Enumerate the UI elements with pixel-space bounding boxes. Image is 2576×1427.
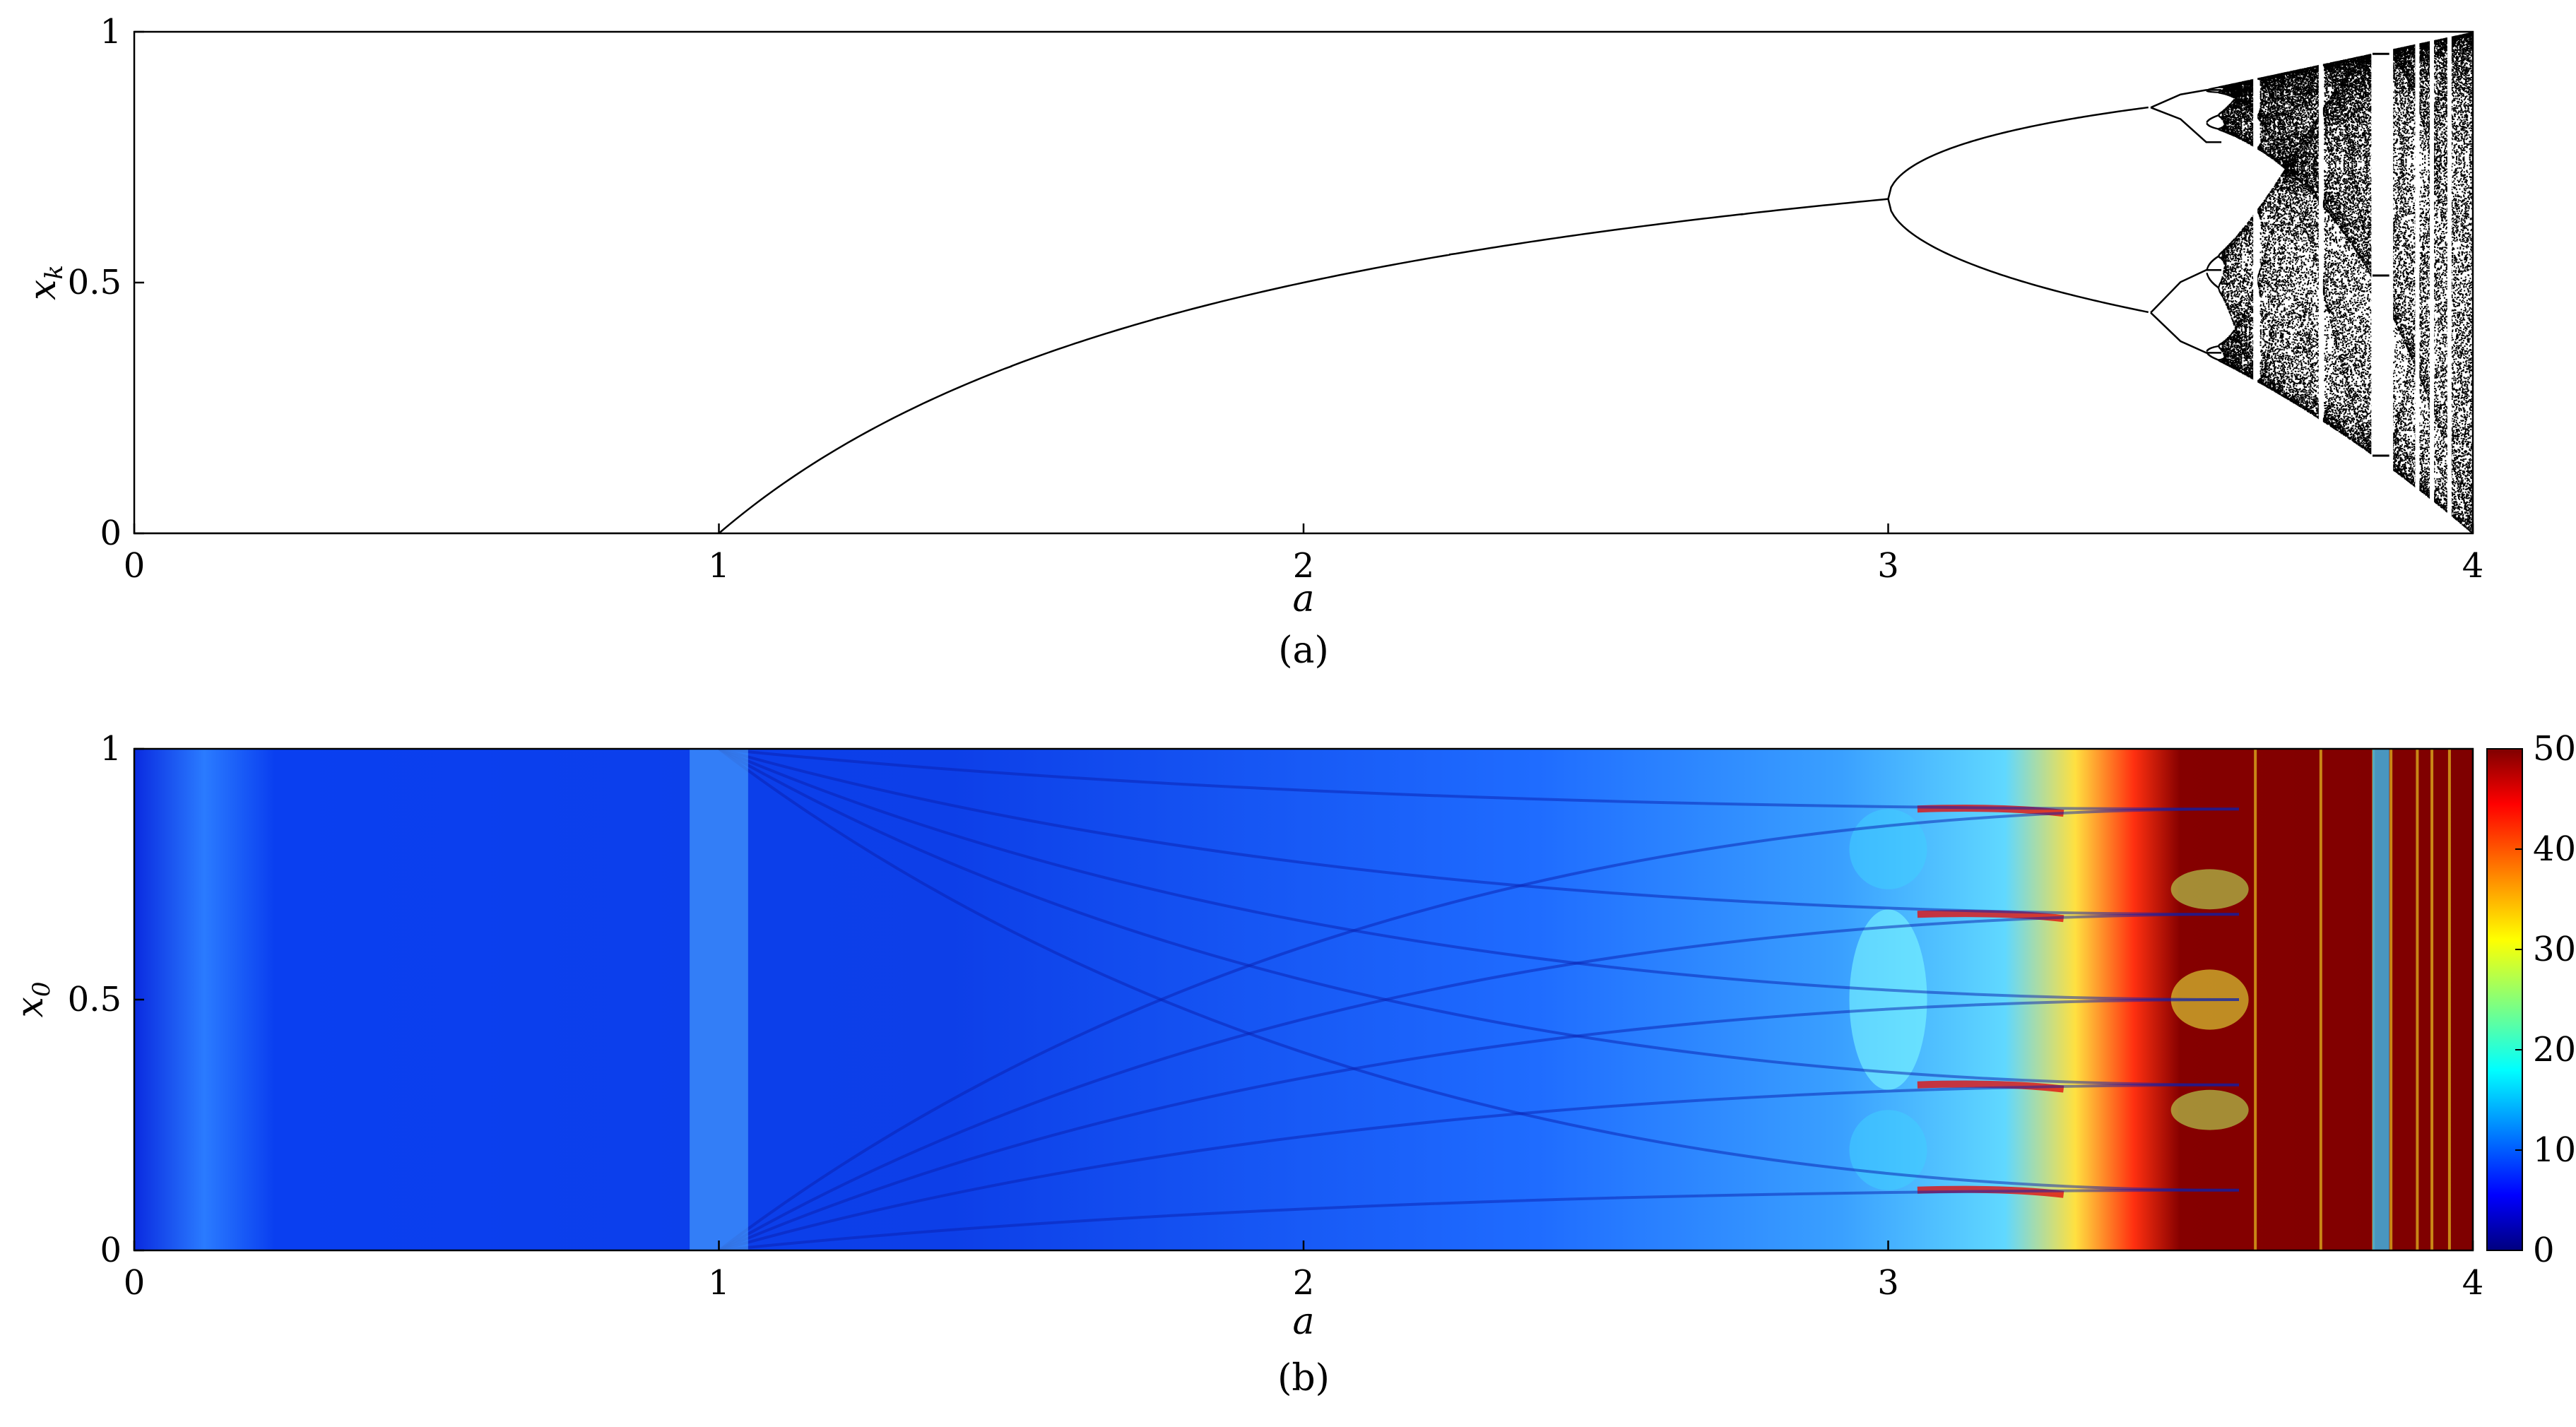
y-axis-a: 00.51 <box>68 12 144 553</box>
periodic-window-gap <box>2389 32 2394 533</box>
heatmap-ridge <box>718 749 2240 1086</box>
colorbar-tick-label: 20 <box>2533 1030 2576 1070</box>
heatmap-lobe <box>1849 1110 1927 1190</box>
x-axis-label-b: a <box>1292 1301 1314 1343</box>
heatmap-ridge <box>719 749 2240 811</box>
period-4-branch <box>2150 269 2222 314</box>
y-tick-label-b: 0 <box>100 1231 122 1270</box>
colorbar-tick-label: 0 <box>2533 1231 2555 1270</box>
heatmap-ridge <box>718 807 2240 1250</box>
colorbar-scale <box>2486 748 2523 1251</box>
y-tick-label-a: 0.5 <box>68 263 122 302</box>
heatmap-field <box>134 749 2473 1250</box>
heatmap-window-line <box>2416 749 2419 1250</box>
heatmap-window-line <box>2389 749 2393 1250</box>
caption-a: (a) <box>1278 629 1329 672</box>
heatmap-window-line <box>2430 749 2434 1250</box>
periodic-window-gap <box>2430 32 2435 533</box>
periodic-window-gap <box>2253 32 2258 533</box>
heatmap-band <box>690 749 748 1250</box>
heatmap-lobe <box>2170 869 2249 910</box>
period3-window-gap <box>2373 32 2389 533</box>
x-tick-label-a: 4 <box>2462 546 2484 586</box>
periodic-window-gap <box>2447 32 2452 533</box>
colorbar-tick-label: 40 <box>2533 829 2576 869</box>
y-tick-label-a: 0 <box>100 514 122 553</box>
heatmap-lobe <box>2170 1089 2249 1130</box>
x-tick-label-b: 0 <box>124 1263 146 1303</box>
x-tick-label-b: 1 <box>708 1263 730 1303</box>
heatmap-ridge <box>718 749 2240 1192</box>
y-tick-label-a: 1 <box>100 12 122 52</box>
x-tick-label-a: 0 <box>124 546 146 586</box>
periodic-window-gap <box>2318 32 2323 533</box>
heatmap-window-line <box>2319 749 2322 1250</box>
heatmap-lobe <box>1849 909 1927 1090</box>
colorbar-tick-label: 30 <box>2533 930 2576 969</box>
x-axis-label-a: a <box>1292 578 1314 620</box>
colorbar: 0 10 20 30 40 50 <box>2486 729 2576 1270</box>
heatmap-ridge <box>718 749 2240 916</box>
heatmap-ridge <box>719 1188 2240 1250</box>
colorbar-tick-label: 50 <box>2533 729 2576 769</box>
heatmap-window-line <box>2254 749 2257 1250</box>
period-2-branch-upper <box>1887 106 2149 199</box>
heatmap-ridge <box>718 913 2240 1250</box>
x-axis-a: 0 1 2 3 4 <box>124 523 2484 586</box>
heatmap-window-line <box>2447 749 2451 1250</box>
bifurcation-branches <box>134 89 2222 533</box>
y-tick-label-b: 1 <box>100 729 122 769</box>
chaotic-band <box>2206 32 2473 533</box>
x-tick-label-b: 3 <box>1877 1263 1899 1303</box>
heatmap-structures <box>690 749 2451 1250</box>
period-1-branch <box>134 198 1889 533</box>
colorbar-ticks: 0 10 20 30 40 50 <box>2515 729 2576 1270</box>
x-tick-label-b: 4 <box>2462 1263 2484 1303</box>
heatmap-ridge <box>718 998 2240 1250</box>
x-tick-label-a: 1 <box>708 546 730 586</box>
heatmap-period3-band <box>2373 749 2389 1250</box>
y-tick-label-b: 0.5 <box>68 980 122 1019</box>
period-4-branch <box>2150 107 2222 143</box>
x-tick-label-a: 2 <box>1293 546 1315 586</box>
caption-b: (b) <box>1277 1357 1330 1399</box>
period-4-branch <box>2150 312 2222 354</box>
x-tick-label-b: 2 <box>1293 1263 1315 1303</box>
y-axis-label-b: x0 <box>9 982 56 1018</box>
periodic-window-gap <box>2415 32 2420 533</box>
heatmap-lobe <box>1849 809 1927 889</box>
y-axis-label-a: xk <box>22 265 69 300</box>
period-4-branch <box>2150 89 2222 109</box>
period-2-branch-lower <box>1887 199 2149 314</box>
colorbar-tick-label: 10 <box>2533 1130 2576 1170</box>
y-axis-b: 00.51 <box>68 729 144 1270</box>
x-axis-b: 0 1 2 3 4 <box>124 1241 2484 1303</box>
x-tick-label-a: 3 <box>1877 546 1899 586</box>
heatmap-ridge <box>718 1083 2240 1250</box>
chaotic-iterates <box>2206 32 2473 533</box>
heatmap-ridge <box>718 749 2240 1001</box>
periodic-windows <box>2253 32 2452 533</box>
